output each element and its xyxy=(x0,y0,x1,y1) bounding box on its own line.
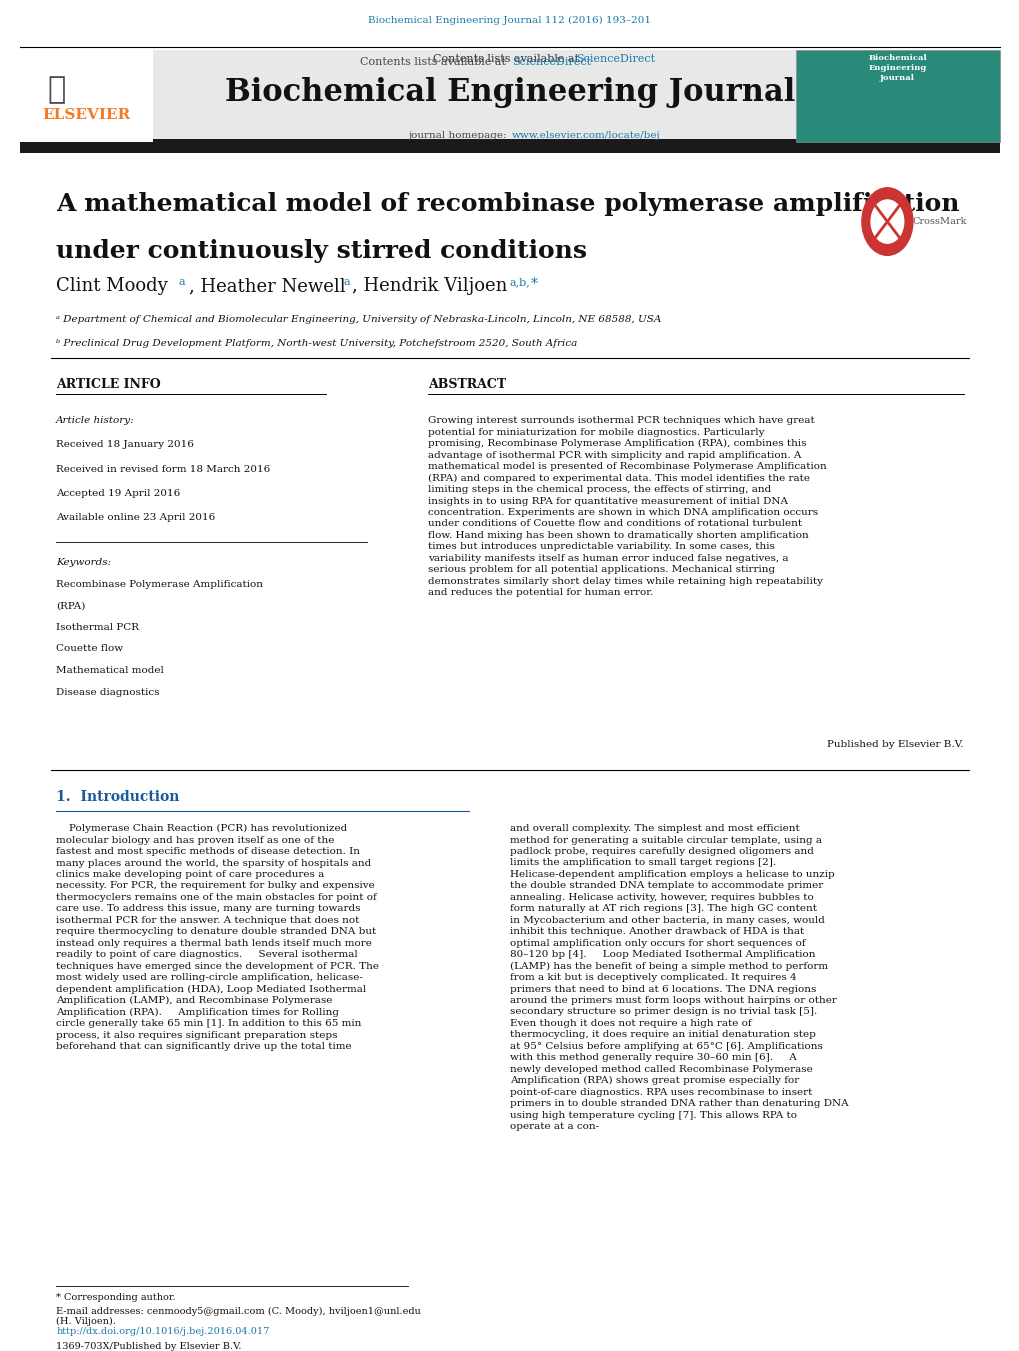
Circle shape xyxy=(861,188,912,255)
Text: Mathematical model: Mathematical model xyxy=(56,666,164,676)
Text: , Hendrik Viljoen: , Hendrik Viljoen xyxy=(352,277,506,295)
Text: Article history:: Article history: xyxy=(56,416,135,426)
Text: Recombinase Polymerase Amplification: Recombinase Polymerase Amplification xyxy=(56,580,263,589)
Text: and overall complexity. The simplest and most efficient
method for generating a : and overall complexity. The simplest and… xyxy=(510,824,848,1131)
Bar xyxy=(20,139,999,153)
Text: 1.  Introduction: 1. Introduction xyxy=(56,790,179,804)
Text: * Corresponding author.: * Corresponding author. xyxy=(56,1293,175,1302)
Text: Biochemical
Engineering
Journal: Biochemical Engineering Journal xyxy=(867,54,926,81)
Text: journal homepage:: journal homepage: xyxy=(408,131,510,141)
Text: 1369-703X/Published by Elsevier B.V.: 1369-703X/Published by Elsevier B.V. xyxy=(56,1342,242,1351)
Text: Published by Elsevier B.V.: Published by Elsevier B.V. xyxy=(826,740,963,750)
Text: Available online 23 April 2016: Available online 23 April 2016 xyxy=(56,513,215,523)
Text: ᵃ Department of Chemical and Biomolecular Engineering, University of Nebraska-Li: ᵃ Department of Chemical and Biomolecula… xyxy=(56,315,661,324)
Text: , Heather Newell: , Heather Newell xyxy=(189,277,345,295)
Text: 🌳: 🌳 xyxy=(47,74,65,104)
Text: http://dx.doi.org/10.1016/j.bej.2016.04.017: http://dx.doi.org/10.1016/j.bej.2016.04.… xyxy=(56,1327,269,1336)
Text: ARTICLE INFO: ARTICLE INFO xyxy=(56,378,161,392)
Text: E-mail addresses: cenmoody5@gmail.com (C. Moody), hviljoen1@unl.edu
(H. Viljoen): E-mail addresses: cenmoody5@gmail.com (C… xyxy=(56,1306,421,1327)
Text: a: a xyxy=(343,277,350,286)
Text: (RPA): (RPA) xyxy=(56,601,86,611)
Bar xyxy=(20,50,795,142)
Text: ELSEVIER: ELSEVIER xyxy=(43,108,130,122)
Text: A mathematical model of recombinase polymerase amplification: A mathematical model of recombinase poly… xyxy=(56,192,959,216)
Text: www.elsevier.com/locate/bej: www.elsevier.com/locate/bej xyxy=(512,131,660,141)
Text: under continuously stirred conditions: under continuously stirred conditions xyxy=(56,239,587,263)
Text: Biochemical Engineering Journal 112 (2016) 193–201: Biochemical Engineering Journal 112 (201… xyxy=(368,16,651,26)
Text: Biochemical Engineering Journal: Biochemical Engineering Journal xyxy=(224,77,795,108)
Text: ᵇ Preclinical Drug Development Platform, North-west University, Potchefstroom 25: ᵇ Preclinical Drug Development Platform,… xyxy=(56,339,577,349)
Text: Contents lists available at: Contents lists available at xyxy=(360,57,510,66)
Text: Couette flow: Couette flow xyxy=(56,644,123,654)
Text: Polymerase Chain Reaction (PCR) has revolutionized
molecular biology and has pro: Polymerase Chain Reaction (PCR) has revo… xyxy=(56,824,379,1051)
Text: Disease diagnostics: Disease diagnostics xyxy=(56,688,159,697)
Text: Received 18 January 2016: Received 18 January 2016 xyxy=(56,440,194,450)
Text: Contents lists available at: Contents lists available at xyxy=(433,54,586,63)
Text: Accepted 19 April 2016: Accepted 19 April 2016 xyxy=(56,489,180,499)
Text: *: * xyxy=(530,277,537,290)
Text: Growing interest surrounds isothermal PCR techniques which have great
potential : Growing interest surrounds isothermal PC… xyxy=(428,416,826,597)
Text: a,b,: a,b, xyxy=(510,277,530,286)
Text: ScienceDirect: ScienceDirect xyxy=(512,57,591,66)
Text: a: a xyxy=(178,277,184,286)
Text: Isothermal PCR: Isothermal PCR xyxy=(56,623,139,632)
Text: Clint Moody: Clint Moody xyxy=(56,277,168,295)
Circle shape xyxy=(870,200,903,243)
Bar xyxy=(795,50,999,142)
Bar xyxy=(20,50,153,142)
Text: ScienceDirect: ScienceDirect xyxy=(576,54,655,63)
Text: CrossMark: CrossMark xyxy=(912,218,966,226)
Text: ABSTRACT: ABSTRACT xyxy=(428,378,506,392)
Text: Received in revised form 18 March 2016: Received in revised form 18 March 2016 xyxy=(56,465,270,474)
Text: Keywords:: Keywords: xyxy=(56,558,111,567)
